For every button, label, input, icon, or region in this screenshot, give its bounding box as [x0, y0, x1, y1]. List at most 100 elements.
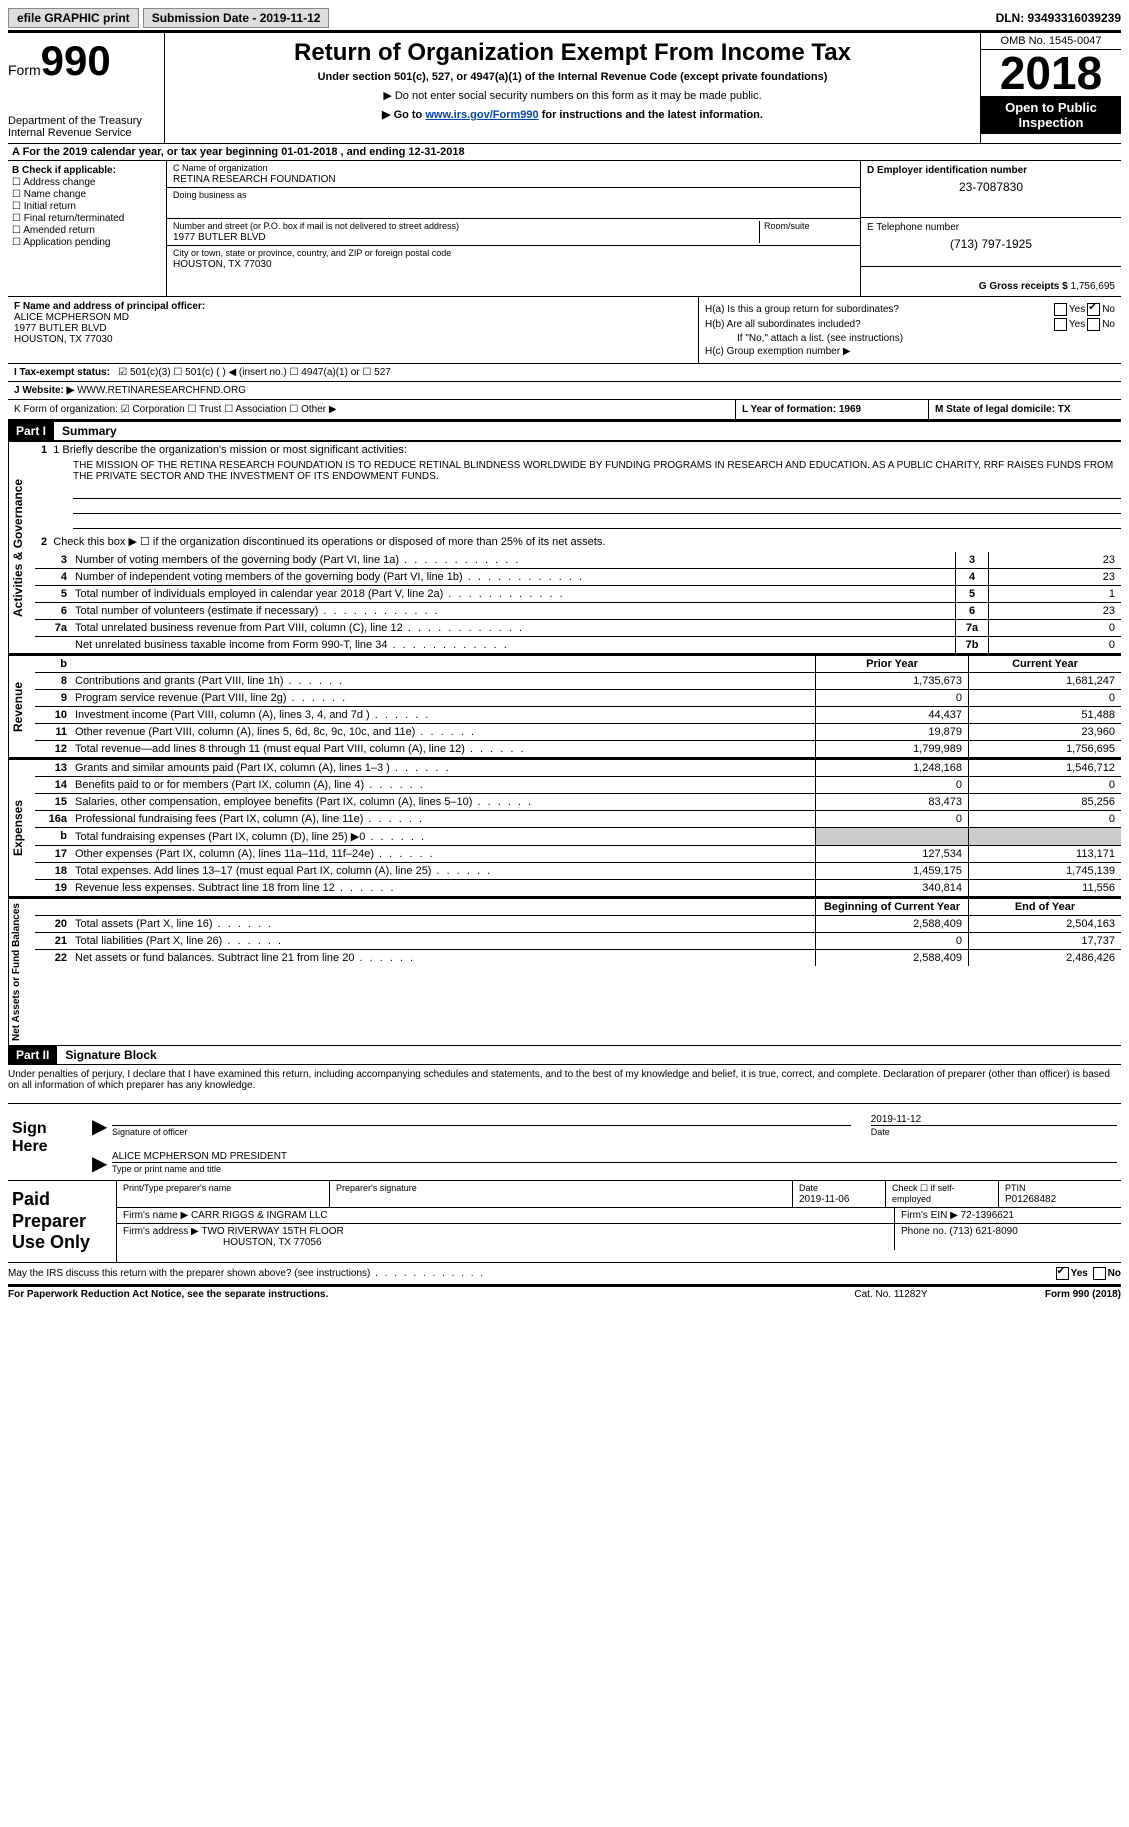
net-assets-section: Net Assets or Fund Balances Beginning of… — [8, 896, 1121, 1046]
line-hdr: Beginning of Current YearEnd of Year — [35, 899, 1121, 915]
line-18: 18Total expenses. Add lines 13–17 (must … — [35, 862, 1121, 879]
year-of-formation: L Year of formation: 1969 — [735, 400, 928, 419]
vtab-revenue: Revenue — [8, 656, 35, 757]
line-17: 17Other expenses (Part IX, column (A), l… — [35, 845, 1121, 862]
line-b: bTotal fundraising expenses (Part IX, co… — [35, 827, 1121, 845]
line-21: 21Total liabilities (Part X, line 26)017… — [35, 932, 1121, 949]
city-state-zip: HOUSTON, TX 77030 — [173, 259, 272, 270]
line-a-period: A For the 2019 calendar year, or tax yea… — [8, 143, 1121, 161]
firm-name: CARR RIGGS & INGRAM LLC — [191, 1210, 328, 1221]
part-ii-header: Part II Signature Block — [8, 1046, 1121, 1065]
irs-link[interactable]: www.irs.gov/Form990 — [425, 109, 538, 121]
q1-label: 1 1 Briefly describe the organization's … — [35, 442, 1121, 458]
dba-box: Doing business as — [167, 188, 860, 219]
firm-city: HOUSTON, TX 77056 — [123, 1237, 322, 1248]
line-b: bPrior YearCurrent Year — [35, 656, 1121, 672]
row-k-l-m: K Form of organization: ☑ Corporation ☐ … — [8, 400, 1121, 422]
discuss-no[interactable] — [1093, 1267, 1106, 1280]
submission-date: Submission Date - 2019-11-12 — [143, 8, 330, 28]
chk-final-return[interactable]: ☐ Final return/terminated — [12, 213, 162, 224]
street-address: 1977 BUTLER BLVD — [173, 232, 266, 243]
line-20: 20Total assets (Part X, line 16)2,588,40… — [35, 915, 1121, 932]
sign-here-label: Sign Here — [8, 1104, 88, 1180]
self-employed-check[interactable]: Check ☐ if self-employed — [892, 1183, 955, 1204]
mission-line3 — [73, 516, 1121, 529]
paid-preparer-section: Paid Preparer Use Only Print/Type prepar… — [8, 1180, 1121, 1262]
chk-amended-return[interactable]: ☐ Amended return — [12, 225, 162, 236]
gross-receipts: 1,756,695 — [1071, 281, 1116, 292]
sig-date-label: Date — [871, 1125, 1117, 1137]
ein: 23-7087830 — [867, 176, 1115, 194]
phone: (713) 797-1925 — [867, 233, 1115, 251]
part-i-body: Activities & Governance 1 1 Briefly desc… — [8, 441, 1121, 653]
discuss-yes[interactable] — [1056, 1267, 1069, 1280]
form-number: Form990 — [8, 37, 158, 85]
vtab-net-assets: Net Assets or Fund Balances — [8, 899, 35, 1045]
line-14: 14Benefits paid to or for members (Part … — [35, 776, 1121, 793]
city-box: City or town, state or province, country… — [167, 246, 860, 272]
chk-name-change[interactable]: ☐ Name change — [12, 189, 162, 200]
form-subtitle: Under section 501(c), 527, or 4947(a)(1)… — [171, 71, 974, 83]
summary-line-5: 5Total number of individuals employed in… — [35, 585, 1121, 602]
line-19: 19Revenue less expenses. Subtract line 1… — [35, 879, 1121, 896]
row-j-website: J Website: ▶ WWW.RETINARESEARCHFND.ORG — [8, 382, 1121, 400]
line-8: 8Contributions and grants (Part VIII, li… — [35, 672, 1121, 689]
group-return-section: H(a) Is this a group return for subordin… — [699, 297, 1121, 363]
efile-button[interactable]: efile GRAPHIC print — [8, 8, 139, 28]
chk-application-pending[interactable]: ☐ Application pending — [12, 237, 162, 248]
hb-no[interactable] — [1087, 318, 1100, 331]
vtab-activities: Activities & Governance — [8, 442, 35, 653]
revenue-section: Revenue bPrior YearCurrent Year8Contribu… — [8, 653, 1121, 757]
ptin: P01268482 — [1005, 1194, 1056, 1205]
perjury-statement: Under penalties of perjury, I declare th… — [8, 1065, 1121, 1104]
ha-no[interactable] — [1087, 303, 1100, 316]
summary-line-6: 6Total number of volunteers (estimate if… — [35, 602, 1121, 619]
hb-yes[interactable] — [1054, 318, 1067, 331]
sig-date-value: 2019-11-12 — [871, 1114, 1117, 1125]
state-domicile: M State of legal domicile: TX — [928, 400, 1121, 419]
summary-line-3: 3Number of voting members of the governi… — [35, 552, 1121, 568]
ein-box: D Employer identification number 23-7087… — [861, 161, 1121, 218]
vtab-expenses: Expenses — [8, 760, 35, 896]
gross-receipts-box: G Gross receipts $ 1,756,695 — [861, 267, 1121, 296]
officer-name-label: Type or print name and title — [112, 1162, 1117, 1174]
phone-box: E Telephone number (713) 797-1925 — [861, 218, 1121, 267]
line-12: 12Total revenue—add lines 8 through 11 (… — [35, 740, 1121, 757]
form-header: Form990 Department of the Treasury Inter… — [8, 30, 1121, 143]
col-b-checkboxes: B Check if applicable: ☐ Address change … — [8, 161, 167, 296]
sig-officer-label: Signature of officer — [112, 1125, 851, 1137]
summary-line-4: 4Number of independent voting members of… — [35, 568, 1121, 585]
ha-yes[interactable] — [1054, 303, 1067, 316]
form-title: Return of Organization Exempt From Incom… — [171, 39, 974, 67]
chk-initial-return[interactable]: ☐ Initial return — [12, 201, 162, 212]
arrow-icon: ▶ — [92, 1114, 112, 1139]
mission-text: THE MISSION OF THE RETINA RESEARCH FOUND… — [35, 458, 1121, 484]
tax-year: 2018 — [981, 50, 1121, 96]
discuss-row: May the IRS discuss this return with the… — [8, 1262, 1121, 1284]
goto-link-line: ▶ Go to www.irs.gov/Form990 for instruct… — [171, 108, 974, 121]
chk-address-change[interactable]: ☐ Address change — [12, 177, 162, 188]
firm-phone: (713) 621-8090 — [949, 1226, 1017, 1237]
form-of-org[interactable]: K Form of organization: ☑ Corporation ☐ … — [8, 400, 735, 419]
line-13: 13Grants and similar amounts paid (Part … — [35, 760, 1121, 776]
line-11: 11Other revenue (Part VIII, column (A), … — [35, 723, 1121, 740]
org-name: RETINA RESEARCH FOUNDATION — [173, 174, 336, 185]
website[interactable]: WWW.RETINARESEARCHFND.ORG — [77, 385, 246, 396]
section-b-to-g: B Check if applicable: ☐ Address change … — [8, 161, 1121, 297]
q2-checkbox-line: 2 Check this box ▶ ☐ if the organization… — [35, 531, 1121, 552]
line-15: 15Salaries, other compensation, employee… — [35, 793, 1121, 810]
ssn-warning: ▶ Do not enter social security numbers o… — [171, 89, 974, 102]
summary-line-7b: Net unrelated business taxable income fr… — [35, 636, 1121, 653]
dln: DLN: 93493316039239 — [996, 11, 1121, 25]
line-22: 22Net assets or fund balances. Subtract … — [35, 949, 1121, 966]
row-i-tax-status: I Tax-exempt status: ☑ 501(c)(3) ☐ 501(c… — [8, 364, 1121, 382]
mission-line2 — [73, 501, 1121, 514]
cat-no: Cat. No. 11282Y — [801, 1289, 981, 1300]
form-footer: Form 990 (2018) — [981, 1289, 1121, 1300]
arrow-icon-2: ▶ — [92, 1151, 112, 1176]
line-16a: 16aProfessional fundraising fees (Part I… — [35, 810, 1121, 827]
footer: For Paperwork Reduction Act Notice, see … — [8, 1284, 1121, 1300]
line-9: 9Program service revenue (Part VIII, lin… — [35, 689, 1121, 706]
expenses-section: Expenses 13Grants and similar amounts pa… — [8, 757, 1121, 896]
tax-status-opts[interactable]: ☑ 501(c)(3) ☐ 501(c) ( ) ◀ (insert no.) … — [118, 367, 391, 378]
